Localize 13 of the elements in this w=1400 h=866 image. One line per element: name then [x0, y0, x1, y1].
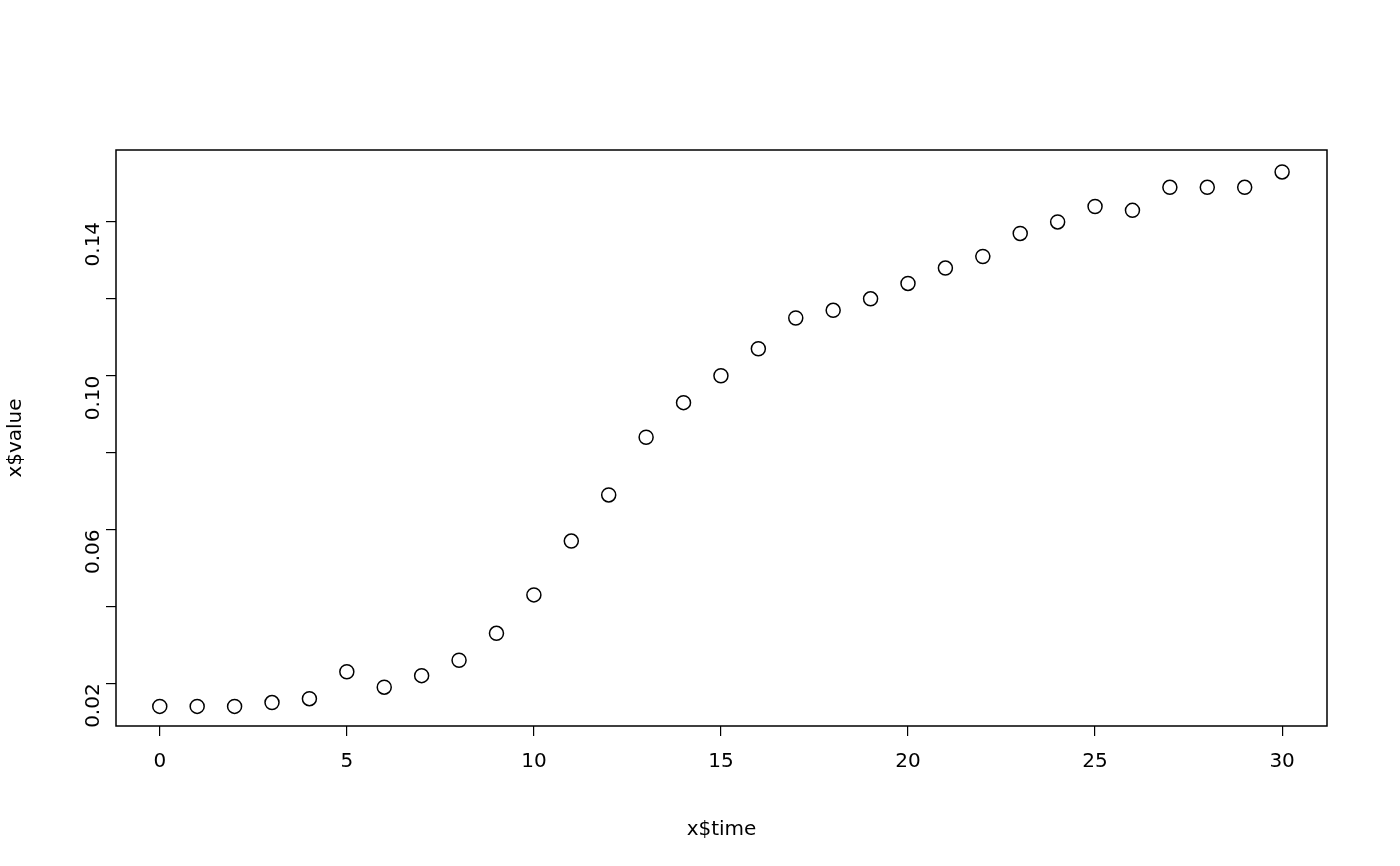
x-axis-title: x$time: [686, 816, 757, 841]
x-tick-label: 15: [708, 748, 734, 773]
x-tick-label: 10: [521, 748, 547, 773]
y-tick-label: 0.06: [80, 529, 105, 575]
x-tick-label: 25: [1082, 748, 1108, 773]
x-tick-label: 5: [340, 748, 354, 773]
y-tick-label: 0.02: [80, 683, 105, 728]
x-tick-label: 30: [1269, 748, 1295, 773]
y-tick-label: 0.10: [80, 375, 105, 421]
y-tick-label: 0.14: [80, 221, 105, 267]
x-tick-label: 0: [153, 748, 167, 773]
y-axis-title: x$value: [2, 398, 27, 478]
x-tick-label: 20: [895, 748, 921, 773]
